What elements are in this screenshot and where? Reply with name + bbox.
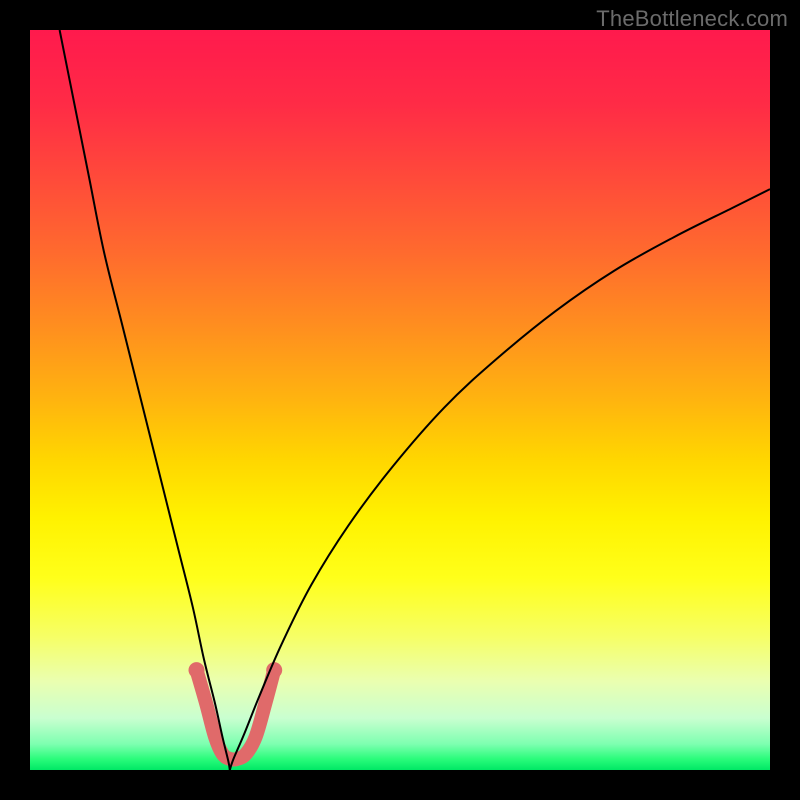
trough-end-dot-left xyxy=(189,662,205,678)
curve-right-branch xyxy=(230,189,770,770)
curve-left-branch xyxy=(60,30,230,770)
curve-layer xyxy=(30,30,770,770)
plot-area xyxy=(30,30,770,770)
trough-marker xyxy=(197,670,275,759)
watermark-text: TheBottleneck.com xyxy=(596,6,788,32)
